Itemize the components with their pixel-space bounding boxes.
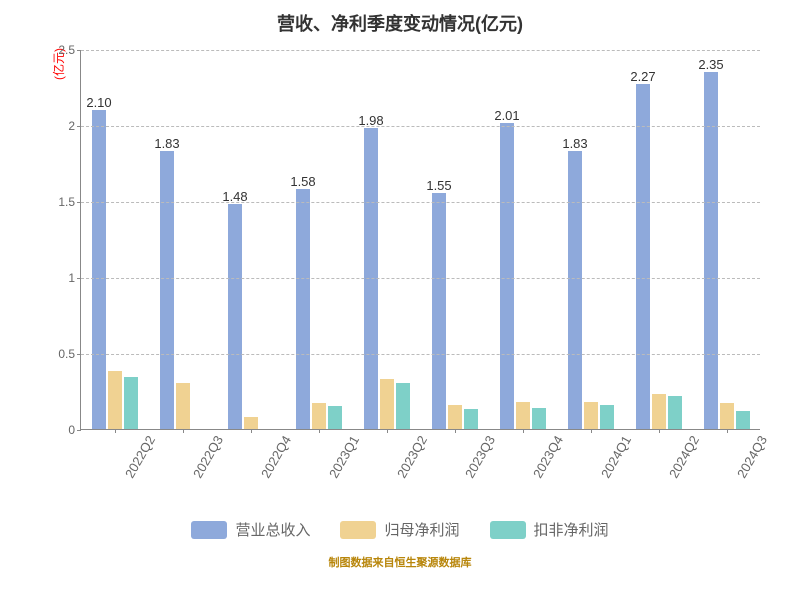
legend-item: 营业总收入 [191, 519, 310, 540]
bar-group: 2.10 [81, 110, 149, 429]
bar [380, 379, 394, 429]
x-tick-mark [659, 429, 660, 433]
bar-value-label: 1.58 [290, 174, 315, 189]
legend-label: 营业总收入 [235, 519, 310, 540]
legend-swatch [340, 521, 376, 539]
bar-group: 2.27 [625, 84, 693, 429]
gridline [81, 202, 760, 203]
x-tick-mark [591, 429, 592, 433]
bar: 1.83 [568, 151, 582, 429]
legend: 营业总收入 归母净利润 扣非净利润 [0, 519, 800, 540]
x-tick-label: 2024Q2 [659, 429, 702, 481]
legend-item: 归母净利润 [340, 519, 459, 540]
x-tick-label: 2022Q4 [251, 429, 294, 481]
bar-group: 1.83 [149, 151, 217, 429]
gridline [81, 126, 760, 127]
chart-container: 营收、净利季度变动情况(亿元) (亿元) 2.101.831.481.581.9… [0, 0, 800, 600]
legend-label: 归母净利润 [384, 519, 459, 540]
bar [584, 402, 598, 429]
x-tick-label: 2023Q3 [455, 429, 498, 481]
bar: 2.01 [500, 123, 514, 429]
x-tick-label: 2023Q4 [523, 429, 566, 481]
bar: 1.58 [296, 189, 310, 429]
bar-value-label: 1.55 [426, 178, 451, 193]
x-tick-mark [455, 429, 456, 433]
footer-note: 制图数据来自恒生聚源数据库 [0, 554, 800, 570]
bar [652, 394, 666, 429]
bar-value-label: 2.10 [86, 95, 111, 110]
bar-value-label: 1.83 [154, 136, 179, 151]
plot-area: 2.101.831.481.581.981.552.011.832.272.35… [80, 50, 760, 430]
bar-group: 1.55 [421, 193, 489, 429]
legend-swatch [191, 521, 227, 539]
x-tick-label: 2024Q1 [591, 429, 634, 481]
x-tick-mark [183, 429, 184, 433]
bar-group: 1.58 [285, 189, 353, 429]
bar [464, 409, 478, 429]
bar [516, 402, 530, 429]
bar [532, 408, 546, 429]
bar [720, 403, 734, 429]
bar [108, 371, 122, 429]
legend-item: 扣非净利润 [490, 519, 609, 540]
chart-title: 营收、净利季度变动情况(亿元) [0, 0, 800, 36]
x-tick-label: 2023Q1 [319, 429, 362, 481]
bar: 1.48 [228, 204, 242, 429]
bar [736, 411, 750, 429]
bar-value-label: 2.35 [698, 57, 723, 72]
x-tick-mark [115, 429, 116, 433]
legend-label: 扣非净利润 [534, 519, 609, 540]
bar-group: 2.01 [489, 123, 557, 429]
bar [244, 417, 258, 429]
bar-value-label: 1.83 [562, 136, 587, 151]
bar: 2.27 [636, 84, 650, 429]
x-tick-mark [319, 429, 320, 433]
legend-swatch [490, 521, 526, 539]
x-tick-mark [727, 429, 728, 433]
bar [176, 383, 190, 429]
bar-group: 1.83 [557, 151, 625, 429]
gridline [81, 50, 760, 51]
bar [668, 396, 682, 429]
bar [312, 403, 326, 429]
bar [124, 377, 138, 429]
x-tick-label: 2022Q2 [115, 429, 158, 481]
gridline [81, 278, 760, 279]
bar: 1.83 [160, 151, 174, 429]
bar [328, 406, 342, 429]
gridline [81, 354, 760, 355]
x-tick-mark [523, 429, 524, 433]
bar: 2.10 [92, 110, 106, 429]
x-tick-label: 2024Q3 [727, 429, 770, 481]
x-tick-mark [251, 429, 252, 433]
bars-area: 2.101.831.481.581.981.552.011.832.272.35 [81, 50, 760, 429]
x-tick-label: 2022Q3 [183, 429, 226, 481]
x-tick-mark [387, 429, 388, 433]
y-tick-mark [77, 430, 81, 431]
x-tick-label: 2023Q2 [387, 429, 430, 481]
bar-value-label: 2.01 [494, 108, 519, 123]
bar [396, 383, 410, 429]
bar: 1.55 [432, 193, 446, 429]
bar [448, 405, 462, 429]
bar-value-label: 2.27 [630, 69, 655, 84]
bar [600, 405, 614, 429]
bar-group: 1.48 [217, 204, 285, 429]
